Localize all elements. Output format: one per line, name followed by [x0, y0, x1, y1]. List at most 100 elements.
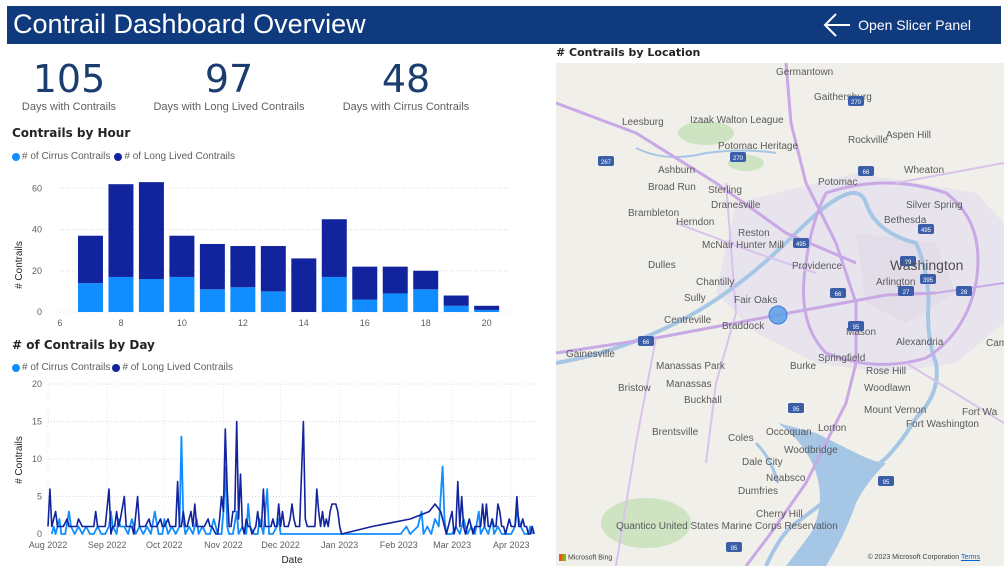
map-canvas[interactable]: Germantown Gaithersburg Leesburg Izaak Walt…: [556, 63, 1004, 566]
map-place-label: Potomac: [818, 177, 857, 188]
map-place-label: Gaithersburg: [814, 92, 872, 103]
map-place-label: Centreville: [664, 315, 712, 326]
map-place-label: Hunter Mill: [736, 240, 784, 251]
contrails-map[interactable]: Germantown Gaithersburg Leesburg Izaak Walt…: [556, 63, 1004, 566]
map-place-label: Potomac Heritage: [718, 141, 798, 152]
map-brand: Microsoft Bing: [559, 553, 613, 561]
bar-long-lived[interactable]: [169, 235, 195, 277]
legend-item-long-lived[interactable]: # of Long Lived Contrails: [114, 151, 235, 162]
highway-shield-label: 270: [733, 156, 744, 162]
line-long-lived[interactable]: [47, 420, 535, 535]
kpi-value: 97: [204, 57, 254, 101]
highway-shield-label: 95: [853, 325, 860, 331]
kpi-label: Days with Cirrus Contrails: [342, 101, 470, 113]
bar-cirrus[interactable]: [108, 276, 134, 312]
bar-cirrus[interactable]: [138, 279, 164, 312]
legend-item-long-lived[interactable]: # of Long Lived Contrails: [112, 362, 233, 373]
bar-long-lived[interactable]: [138, 182, 164, 280]
highway-shield-icon: 95: [726, 542, 742, 552]
x-tick-label: 12: [238, 318, 248, 328]
map-place-label: Wheaton: [904, 165, 944, 176]
highway-shield-label: 66: [863, 170, 870, 176]
legend-item-cirrus[interactable]: # of Cirrus Contrails: [12, 151, 110, 162]
map-place-label: Lorton: [818, 423, 846, 434]
occoquan-river: [754, 441, 780, 484]
x-tick-label: 10: [177, 318, 187, 328]
map-place-label: Brambleton: [628, 208, 679, 219]
legend-dot-cirrus: [12, 152, 20, 161]
y-tick-label: 0: [37, 307, 42, 317]
highway-shield-icon: 495: [793, 238, 809, 248]
map-place-label: Mason: [846, 327, 876, 338]
map-place-label: Herndon: [676, 217, 714, 228]
bar-long-lived[interactable]: [382, 266, 408, 294]
bar-cirrus[interactable]: [413, 289, 439, 312]
map-place-label: Providence: [792, 261, 842, 272]
location-bubble[interactable]: [768, 305, 788, 325]
legend-label-long-lived: # of Long Lived Contrails: [122, 362, 233, 373]
map-place-label: Aspen Hill: [886, 130, 931, 141]
map-place-label: Fair Oaks: [734, 295, 777, 306]
bar-long-lived[interactable]: [413, 270, 439, 290]
y-tick-label: 10: [32, 454, 42, 464]
bar-long-lived[interactable]: [291, 258, 317, 312]
road: [705, 182, 738, 464]
highway-shield-icon: 66: [638, 336, 654, 346]
bar-long-lived[interactable]: [321, 219, 347, 277]
map-place-label: Rockville: [848, 135, 888, 146]
bar-cirrus[interactable]: [352, 299, 378, 312]
map-place-label: Bethesda: [884, 215, 927, 226]
map-place-label: Leesburg: [622, 117, 664, 128]
highway-shield-label: 95: [731, 546, 738, 552]
map-terms-link[interactable]: Terms: [960, 554, 980, 561]
kpi-label: Days with Contrails: [21, 101, 117, 113]
map-place-label: Bristow: [618, 383, 652, 394]
bar-long-lived[interactable]: [443, 295, 469, 306]
bar-cirrus[interactable]: [260, 291, 286, 312]
map-place-label: Buckhall: [684, 395, 722, 406]
highway-shield-icon: 29: [900, 256, 916, 266]
hour-chart-legend[interactable]: # of Cirrus Contrails # of Long Lived Co…: [12, 151, 235, 162]
map-place-label: Coles: [728, 433, 754, 444]
map-place-label: Gainesville: [566, 349, 615, 360]
highway-shield-icon: 66: [830, 288, 846, 298]
highway-shield-label: 66: [835, 292, 842, 298]
road: [615, 337, 657, 566]
bar-long-lived[interactable]: [352, 266, 378, 300]
highway-shield-label: 395: [923, 278, 934, 284]
bar-long-lived[interactable]: [77, 235, 103, 284]
open-slicer-panel-button[interactable]: Open Slicer Panel: [822, 10, 971, 40]
map-city-washington: Washington: [890, 257, 963, 273]
bar-long-lived[interactable]: [474, 305, 500, 310]
highway-shield-label: 27: [903, 290, 910, 296]
bar-cirrus[interactable]: [230, 287, 256, 312]
bar-cirrus[interactable]: [474, 309, 500, 312]
highway-shield-icon: 28: [956, 286, 972, 296]
map-place-label: Reston: [738, 228, 770, 239]
day-chart-legend[interactable]: # of Cirrus Contrails # of Long Lived Co…: [12, 362, 233, 373]
x-tick-label: 6: [57, 318, 62, 328]
bar-long-lived[interactable]: [199, 243, 225, 290]
map-brand-label: Microsoft Bing: [567, 554, 613, 561]
bar-cirrus[interactable]: [77, 283, 103, 312]
highway-shield-label: 29: [905, 260, 912, 266]
bar-long-lived[interactable]: [108, 184, 134, 277]
page-title: Contrail Dashboard Overview: [13, 9, 366, 39]
x-tick-label: Aug 2022: [29, 540, 68, 550]
bar-cirrus[interactable]: [199, 289, 225, 312]
bar-cirrus[interactable]: [169, 276, 195, 312]
bar-long-lived[interactable]: [260, 246, 286, 292]
highway-shield-icon: 27: [898, 286, 914, 296]
kpi-value: 105: [32, 57, 106, 101]
map-title: # Contrails by Location: [556, 46, 701, 59]
map-place-label: Occoquan: [766, 427, 812, 438]
legend-item-cirrus[interactable]: # of Cirrus Contrails: [12, 362, 110, 373]
legend-dot-cirrus: [12, 363, 20, 372]
line-cirrus[interactable]: [50, 435, 534, 535]
bar-cirrus[interactable]: [321, 276, 347, 312]
map-place-label: Arlington: [876, 277, 915, 288]
bar-long-lived[interactable]: [230, 246, 256, 288]
highway-shield-label: 66: [643, 340, 650, 346]
bar-cirrus[interactable]: [382, 293, 408, 312]
bar-cirrus[interactable]: [443, 305, 469, 312]
